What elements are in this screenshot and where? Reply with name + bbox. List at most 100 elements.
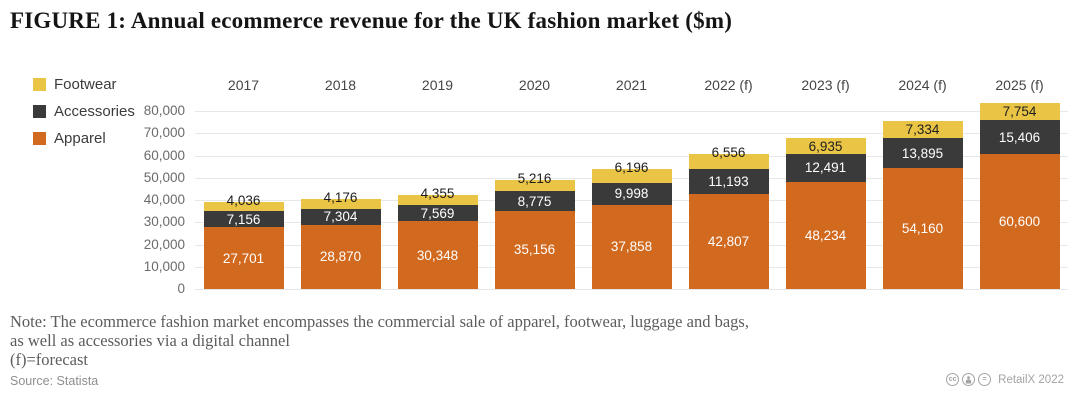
y-axis-tick: 60,000 — [143, 147, 185, 163]
legend-label: Apparel — [54, 130, 106, 147]
bar-segment-accessories — [203, 211, 284, 228]
bar-segment-accessories — [688, 168, 769, 194]
bar-segment-apparel — [882, 168, 963, 289]
y-axis-tick: 50,000 — [143, 169, 185, 185]
legend-swatch-footwear — [33, 78, 46, 91]
value-label-accessories: 8,775 — [517, 193, 552, 209]
value-label-accessories: 9,998 — [614, 186, 649, 202]
bar-segment-accessories — [882, 137, 963, 169]
legend-swatch-accessories — [33, 105, 46, 118]
legend-item-footwear: Footwear — [33, 76, 135, 93]
value-label-apparel: 42,807 — [707, 233, 750, 249]
bar-segment-apparel — [300, 224, 381, 289]
value-label-apparel: 60,600 — [998, 214, 1041, 230]
bar-segment-apparel — [785, 181, 866, 289]
figure-title: FIGURE 1: Annual ecommerce revenue for t… — [10, 8, 733, 33]
value-label-apparel: 37,858 — [610, 239, 653, 255]
bar-segment-footwear — [591, 168, 672, 183]
bar-segment-accessories — [300, 208, 381, 225]
figure-notes: Note: The ecommerce fashion market encom… — [10, 312, 749, 369]
source-attribution: Source: Statista — [10, 374, 99, 388]
value-label-accessories: 15,406 — [998, 129, 1041, 145]
y-axis-tick: 40,000 — [143, 192, 185, 207]
x-axis-label: 2024 (f) — [898, 77, 947, 93]
bar-segment-footwear — [688, 154, 769, 169]
value-label-apparel: 35,156 — [513, 242, 556, 258]
cc-icon: cc — [946, 373, 960, 386]
bar-segment-footwear — [494, 179, 575, 192]
person-glyph — [965, 375, 972, 383]
bar-segment-footwear — [979, 102, 1060, 120]
y-axis-tick: 20,000 — [143, 236, 185, 252]
value-label-footwear: 7,754 — [1002, 103, 1037, 119]
gridline — [195, 289, 1068, 290]
bar-segment-apparel — [591, 204, 672, 289]
gridline — [195, 111, 1068, 112]
cc-nd-icon: = — [978, 373, 992, 386]
value-label-accessories: 13,895 — [901, 145, 944, 161]
gridline — [195, 155, 1068, 157]
value-label-accessories: 7,304 — [323, 209, 358, 225]
value-label-footwear: 4,036 — [226, 193, 261, 209]
y-axis-tick: 10,000 — [143, 258, 185, 274]
value-label-footwear: 6,196 — [614, 159, 649, 175]
value-label-footwear: 4,355 — [420, 185, 455, 201]
y-axis-tick: 0 — [177, 281, 185, 296]
x-axis-label: 2017 — [227, 77, 260, 93]
x-axis-label: 2023 (f) — [801, 77, 850, 93]
footer-brand: cc = RetailX 2022 — [946, 373, 1064, 386]
x-axis-label: 2022 (f) — [704, 77, 753, 93]
gridline — [195, 133, 1068, 135]
legend-label: Footwear — [54, 76, 117, 93]
bar-segment-footwear — [882, 121, 963, 138]
bar-segment-accessories — [785, 153, 866, 182]
y-axis-tick: 30,000 — [143, 214, 185, 230]
bar-segment-accessories — [979, 119, 1060, 155]
x-axis-label: 2025 (f) — [995, 77, 1044, 93]
x-axis-label: 2019 — [421, 77, 454, 93]
bar-segment-accessories — [494, 191, 575, 211]
value-label-footwear: 7,334 — [905, 121, 940, 137]
value-label-footwear: 5,216 — [517, 170, 552, 186]
legend-label: Accessories — [54, 103, 135, 120]
legend-item-accessories: Accessories — [33, 103, 135, 120]
value-label-apparel: 28,870 — [319, 249, 362, 265]
value-label-footwear: 6,935 — [808, 138, 843, 154]
note-line-3: (f)=forecast — [10, 350, 89, 369]
brand-label: RetailX 2022 — [998, 373, 1064, 386]
value-label-footwear: 6,556 — [711, 145, 746, 161]
value-label-footwear: 4,176 — [323, 190, 358, 206]
value-label-apparel: 30,348 — [416, 247, 459, 263]
bar-segment-apparel — [397, 221, 478, 289]
value-label-accessories: 12,491 — [804, 160, 847, 176]
y-axis-tick: 80,000 — [143, 103, 185, 118]
bar-segment-footwear — [397, 194, 478, 205]
value-label-accessories: 7,569 — [420, 205, 455, 221]
x-axis-label: 2021 — [615, 77, 648, 93]
value-label-apparel: 48,234 — [804, 227, 847, 243]
cc-by-icon — [962, 373, 976, 386]
x-axis-label: 2018 — [324, 77, 357, 93]
value-label-accessories: 11,193 — [708, 173, 749, 189]
bar-segment-footwear — [785, 138, 866, 154]
y-axis-tick: 70,000 — [143, 125, 185, 141]
bar-segment-accessories — [591, 182, 672, 205]
bar-segment-apparel — [688, 193, 769, 289]
bar-segment-apparel — [979, 154, 1060, 289]
bar-segment-apparel — [203, 227, 284, 289]
bar-segment-footwear — [203, 202, 284, 212]
value-label-accessories: 7,156 — [226, 211, 261, 227]
value-label-apparel: 54,160 — [901, 221, 944, 237]
bar-segment-accessories — [397, 204, 478, 222]
chart-legend: Footwear Accessories Apparel — [33, 76, 135, 158]
x-axis-label: 2020 — [518, 77, 551, 93]
legend-item-apparel: Apparel — [33, 130, 135, 147]
bar-segment-apparel — [494, 210, 575, 289]
note-line-2: as well as accessories via a digital cha… — [10, 331, 290, 350]
value-label-apparel: 27,701 — [222, 250, 265, 266]
bar-segment-footwear — [300, 199, 381, 209]
legend-swatch-apparel — [33, 132, 46, 145]
note-line-1: Note: The ecommerce fashion market encom… — [10, 312, 749, 331]
